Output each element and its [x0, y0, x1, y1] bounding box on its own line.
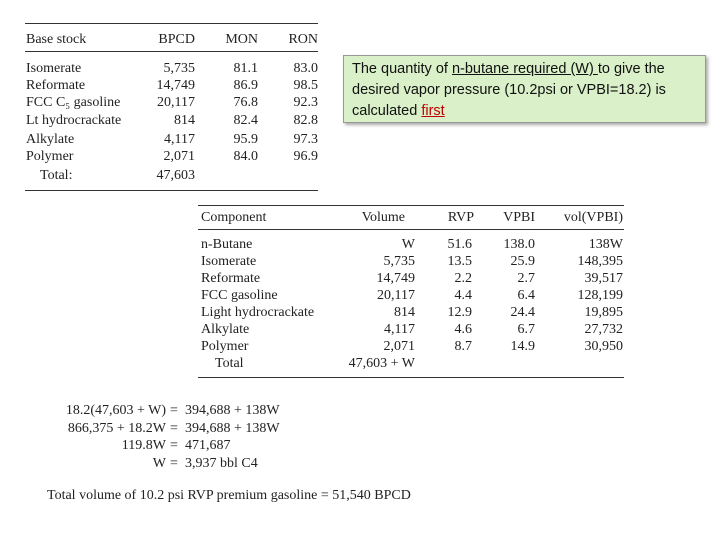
rule	[198, 229, 624, 230]
table1-cell: 97.3	[293, 132, 319, 147]
table2-cell: 814	[394, 305, 415, 320]
table2-cell: 19,895	[584, 305, 624, 320]
table2-cell: 128,199	[577, 288, 624, 303]
table2-cell: W	[401, 237, 415, 252]
table1-cell: 96.9	[293, 149, 319, 164]
equation-rhs: 471,687	[185, 438, 231, 454]
table1-cell: 20,117	[157, 95, 195, 110]
table1-cell: 95.9	[233, 132, 259, 147]
callout-text: first	[421, 103, 445, 119]
table2-cell: 8.7	[454, 339, 473, 354]
rule	[198, 205, 624, 206]
table2-cell: 6.7	[517, 322, 536, 337]
equation-rhs: 394,688 + 138W	[185, 420, 280, 436]
table2-cell: 148,395	[577, 254, 624, 269]
table2-cell: 6.4	[517, 288, 536, 303]
callout: The quantity of n-butane required (W) to…	[343, 55, 706, 123]
table2-cell: 30,950	[584, 339, 624, 354]
table2-cell: FCC gasoline	[201, 288, 278, 303]
table1-cell: 47,603	[156, 168, 196, 183]
table2-cell: Reformate	[201, 271, 261, 286]
table2-cell: 27,732	[584, 322, 624, 337]
table1-header: RON	[288, 32, 318, 47]
table2-cell: 138W	[588, 237, 623, 252]
table1-cell: Reformate	[26, 78, 86, 93]
table1-cell: Lt hydrocrackate	[26, 113, 122, 128]
table2-cell: 2,071	[383, 339, 416, 354]
table2-cell: 20,117	[377, 288, 415, 303]
table1-cell: FCC C₅ gasoline	[26, 95, 121, 110]
table2-cell: 12.9	[447, 305, 473, 320]
table2-cell: 39,517	[584, 271, 624, 286]
table2-cell: 47,603 + W	[348, 356, 415, 371]
table2-cell: 24.4	[510, 305, 536, 320]
table1-cell: 2,071	[163, 149, 196, 164]
table1-cell: 814	[174, 113, 195, 128]
equation-relation: =	[170, 420, 178, 436]
table2-cell: 5,735	[383, 254, 416, 269]
table2-cell: 4.6	[454, 322, 473, 337]
table1-cell: 81.1	[233, 61, 259, 76]
table1-cell: Isomerate	[26, 61, 82, 76]
table2-cell: 138.0	[503, 237, 536, 252]
table2-cell: n-Butane	[201, 237, 253, 252]
table1-cell: 5,735	[163, 61, 196, 76]
equation-lhs: W	[152, 456, 166, 472]
table2-cell: Polymer	[201, 339, 249, 354]
equation-lhs: 866,375 + 18.2W	[67, 420, 166, 436]
equation-lhs: 18.2(47,603 + W)	[65, 403, 166, 418]
table2-cell: 4.4	[454, 288, 473, 303]
table1-header: MON	[225, 32, 258, 47]
table2-cell: 51.6	[447, 237, 473, 252]
callout-text: n-butane required (W)	[451, 61, 598, 77]
equation-lhs: 119.8W	[121, 438, 166, 454]
table1-cell: 86.9	[233, 78, 259, 93]
table2-header: RVP	[447, 210, 474, 225]
table2-cell: 13.5	[447, 254, 473, 269]
rule	[198, 377, 624, 378]
callout-text: to give the desired vapor pressure (10.2…	[352, 61, 666, 119]
table1-cell: 83.0	[293, 61, 319, 76]
table2-cell: 2.2	[454, 271, 473, 286]
table2-header: Component	[201, 210, 267, 225]
rule	[25, 190, 318, 191]
table1-cell: 82.8	[293, 113, 319, 128]
equation-relation: =	[170, 438, 178, 454]
table1-cell: Polymer	[26, 149, 74, 164]
rule	[25, 23, 318, 24]
table2-header: VPBI	[503, 210, 535, 225]
equation-relation: =	[170, 403, 178, 418]
table1-cell: 76.8	[233, 95, 259, 110]
table2-cell: Isomerate	[201, 254, 257, 269]
table1-cell: 4,117	[164, 132, 195, 147]
callout-text: The quantity of	[352, 61, 452, 77]
table2-cell: 25.9	[510, 254, 536, 269]
table2-cell: Light hydrocrackate	[201, 305, 315, 320]
table2-cell: Total	[215, 356, 244, 371]
table2-header: vol(VPBI)	[563, 210, 623, 225]
table2-header: Volume	[361, 210, 405, 225]
conclusion: Total volume of 10.2 psi RVP premium gas…	[47, 488, 411, 503]
table2-cell: Alkylate	[201, 322, 250, 337]
table1-cell: 92.3	[293, 95, 319, 110]
table1-cell: Total:	[40, 168, 73, 183]
table1-cell: 98.5	[293, 78, 319, 93]
rule	[25, 51, 318, 52]
table1-cell: 82.4	[233, 113, 259, 128]
table2-cell: 4,117	[384, 322, 415, 337]
equation-rhs: 394,688 + 138W	[185, 403, 280, 418]
equation-rhs: 3,937 bbl C4	[185, 456, 258, 472]
table1-cell: Alkylate	[26, 132, 75, 147]
table1-header: BPCD	[158, 32, 195, 47]
table2-cell: 14,749	[376, 271, 416, 286]
table1-cell: 14,749	[156, 78, 196, 93]
equation-relation: =	[170, 456, 178, 472]
table1-cell: 84.0	[233, 149, 259, 164]
table1-header: Base stock	[26, 32, 87, 47]
table2-cell: 2.7	[517, 271, 536, 286]
table2-cell: 14.9	[510, 339, 536, 354]
